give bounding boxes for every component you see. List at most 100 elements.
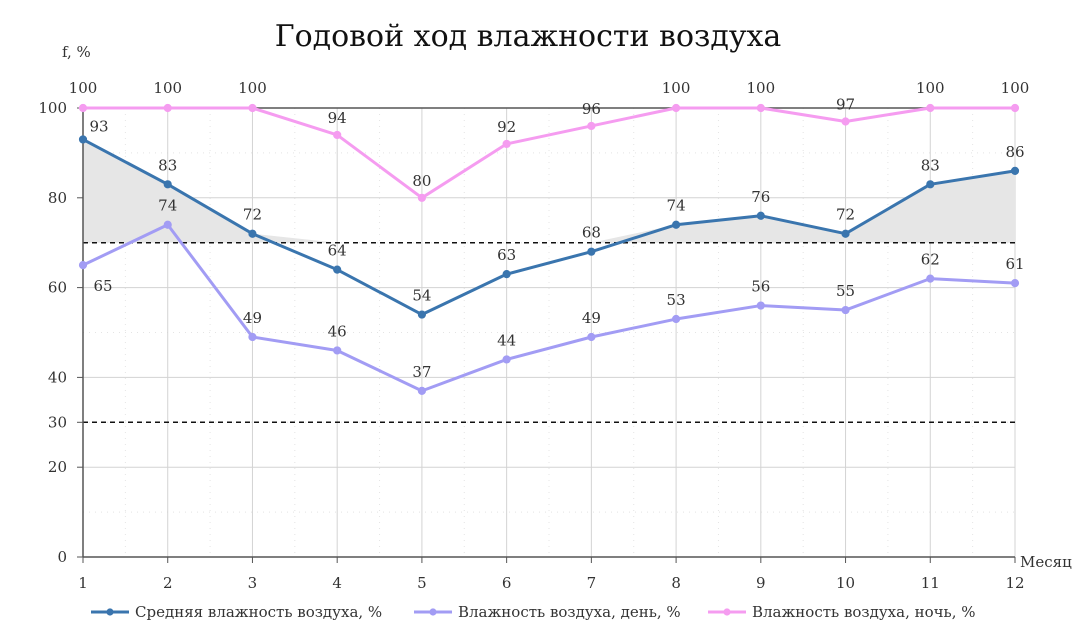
x-tick-label: 11: [921, 574, 940, 592]
grid: [83, 108, 1016, 557]
data-point: [926, 274, 935, 283]
data-label: 56: [751, 278, 770, 296]
y-tick-label: 30: [48, 413, 67, 431]
data-point: [502, 139, 511, 149]
data-point: [248, 229, 257, 238]
data-point: [756, 301, 765, 310]
data-label: 100: [662, 79, 691, 97]
data-point: [756, 103, 765, 113]
legend-marker: [723, 608, 731, 616]
y-axis-label: f, %: [62, 43, 91, 61]
data-point: [163, 103, 172, 113]
y-tick-label: 100: [38, 99, 67, 117]
y-tick-label: 80: [48, 189, 67, 207]
x-tick-label: 7: [587, 574, 597, 592]
data-point: [1010, 103, 1020, 113]
data-point: [163, 180, 172, 189]
data-label: 96: [582, 100, 601, 118]
legend-marker: [429, 608, 437, 616]
data-label: 63: [497, 246, 516, 264]
data-point: [1010, 279, 1020, 288]
chart-title: Годовой ход влажности воздуха: [275, 19, 782, 54]
data-label: 74: [158, 197, 177, 215]
y-tick-label: 60: [48, 279, 67, 297]
legend-entry: Влажность воздуха, ночь, %: [752, 603, 976, 621]
x-tick-label: 10: [836, 574, 855, 592]
data-point: [671, 220, 681, 229]
data-label: 97: [836, 95, 855, 113]
data-label: 65: [93, 277, 112, 295]
data-label: 37: [412, 363, 431, 381]
series-line: [83, 106, 1015, 200]
x-tick-label: 12: [1005, 574, 1024, 592]
data-point: [502, 270, 511, 279]
data-point: [841, 117, 850, 126]
data-label: 93: [89, 117, 108, 135]
data-label: 100: [69, 79, 98, 97]
data-point: [1010, 166, 1020, 175]
data-label: 55: [836, 282, 855, 300]
data-label: 83: [921, 156, 940, 174]
data-point: [417, 193, 427, 202]
data-point: [163, 220, 172, 229]
data-point: [502, 355, 511, 364]
data-point: [841, 305, 850, 315]
data-label: 83: [158, 156, 177, 174]
data-label: 86: [1005, 143, 1024, 161]
data-label: 49: [243, 309, 262, 327]
reference-lines: [83, 241, 1015, 424]
data-label: 94: [328, 109, 347, 127]
data-point: [333, 130, 342, 140]
x-tick-label: 4: [332, 574, 342, 592]
x-axis-label: Месяц: [1020, 553, 1072, 571]
data-label: 54: [412, 287, 431, 305]
x-tick-label: 6: [502, 574, 512, 592]
data-point: [756, 211, 765, 220]
data-point: [78, 261, 88, 270]
data-label: 61: [1005, 255, 1024, 273]
data-point: [926, 180, 935, 189]
data-label: 64: [328, 242, 347, 260]
data-label: 72: [836, 206, 855, 224]
data-point: [417, 310, 427, 319]
data-point: [926, 103, 935, 113]
y-tick-label: 0: [57, 548, 67, 566]
data-point: [78, 103, 88, 113]
x-tick-label: 3: [248, 574, 258, 592]
data-label: 100: [153, 79, 182, 97]
data-label: 100: [238, 79, 267, 97]
series-line: [82, 223, 1016, 393]
x-tick-label: 5: [417, 574, 427, 592]
data-point: [587, 247, 596, 256]
data-label: 62: [921, 251, 940, 269]
data-point: [671, 103, 681, 113]
data-label: 76: [751, 188, 770, 206]
data-point: [248, 332, 257, 342]
data-point: [417, 386, 427, 395]
data-label: 49: [582, 309, 601, 327]
x-tick-label: 1: [78, 574, 88, 592]
shaded-area: [83, 139, 1015, 243]
legend-entry: Средняя влажность воздуха, %: [135, 603, 382, 621]
series-line: [82, 138, 1016, 317]
x-tick-label: 8: [671, 574, 681, 592]
legend-marker: [106, 608, 114, 616]
x-tick-label: 9: [756, 574, 766, 592]
data-label: 44: [497, 331, 516, 349]
data-point: [587, 121, 596, 131]
data-point: [841, 229, 850, 238]
data-label: 100: [916, 79, 945, 97]
legend-entry: Влажность воздуха, день, %: [458, 603, 681, 621]
data-labels: 100 100 100 94 80 92 96 100 100 97 100 100 93 83 72 64 5…: [69, 79, 1030, 381]
data-label: 46: [328, 322, 347, 340]
x-tick-label: 2: [163, 574, 173, 592]
series-lines: [78, 103, 1020, 395]
data-point: [78, 135, 88, 144]
data-point: [671, 314, 681, 324]
y-tick-label: 40: [48, 368, 67, 386]
data-point: [587, 332, 596, 342]
data-point: [248, 103, 257, 113]
